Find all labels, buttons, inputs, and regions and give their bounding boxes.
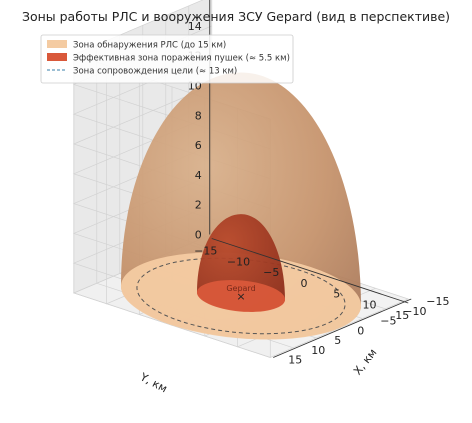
x-tick-label: 0 <box>357 324 364 337</box>
z-tick-label: 4 <box>195 169 202 182</box>
y-axis-label: Y, км <box>137 370 169 395</box>
x-tick-label: 5 <box>334 334 341 347</box>
guns-base-disk <box>196 280 286 312</box>
z-tick-label: 8 <box>195 109 202 122</box>
legend-swatch-guns <box>47 53 67 61</box>
x-tick-label: 10 <box>311 344 325 357</box>
x-tick-label: −5 <box>380 315 396 328</box>
y-tick-label: 10 <box>363 298 377 311</box>
y-tick-label: −10 <box>227 255 250 268</box>
z-tick-label: 14 <box>188 20 202 33</box>
chart-title: Зоны работы РЛС и вооружения ЗСУ Gepard … <box>22 9 450 24</box>
x-tick-label: −10 <box>403 305 426 318</box>
z-tick-label: 0 <box>195 229 202 242</box>
legend-swatch-radar <box>47 40 67 48</box>
y-tick-label: −15 <box>194 245 217 258</box>
data-shapes: ×Gepard <box>120 72 362 340</box>
legend-label-radar: Зона обнаружения РЛС (до 15 км) <box>73 41 226 51</box>
gepard-marker: × <box>236 290 245 303</box>
legend-label-tracking: Зона сопровождения цели (≈ 13 км) <box>73 67 237 77</box>
x-axis-line <box>273 298 412 358</box>
legend-box <box>40 34 294 84</box>
legend: Зона обнаружения РЛС (до 15 км) Эффектив… <box>40 34 294 84</box>
legend-label-guns: Эффективная зона поражения пушек (≈ 5.5 … <box>73 54 290 64</box>
x-tick-label: 15 <box>288 354 302 367</box>
z-tick-label: 16 <box>188 0 202 3</box>
y-tick-label: −5 <box>263 266 279 279</box>
z-tick-label: 2 <box>195 199 202 212</box>
y-tick-label: 15 <box>395 309 409 322</box>
x-tick-label: −15 <box>426 295 449 308</box>
y-axis-line <box>211 238 409 304</box>
z-tick-label: 6 <box>195 139 202 152</box>
y-tick-label: 0 <box>301 277 308 290</box>
gepard-label: Gepard <box>226 284 255 293</box>
x-axis-label: X, км <box>351 346 379 377</box>
y-tick-label: 5 <box>333 288 340 301</box>
